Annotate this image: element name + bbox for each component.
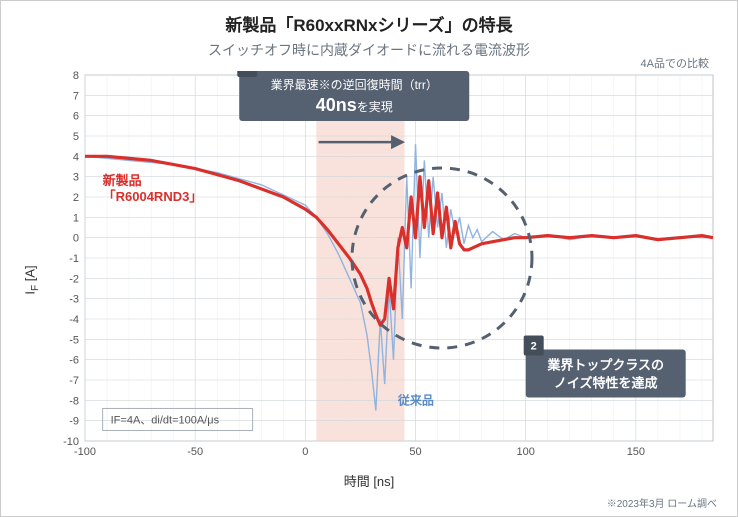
svg-text:-9: -9 — [69, 416, 79, 428]
svg-text:7: 7 — [73, 90, 79, 102]
svg-text:1: 1 — [73, 212, 79, 224]
svg-text:4: 4 — [73, 151, 79, 163]
svg-text:-5: -5 — [69, 334, 79, 346]
svg-text:「R6004RND3」: 「R6004RND3」 — [103, 189, 203, 204]
svg-text:0: 0 — [302, 446, 308, 458]
chart-title: 新製品「R60xxRNxシリーズ」の特長 — [19, 11, 719, 36]
svg-text:2: 2 — [73, 192, 79, 204]
svg-text:1: 1 — [244, 71, 250, 74]
svg-text:ノイズ特性を達成: ノイズ特性を達成 — [554, 376, 658, 391]
svg-text:-7: -7 — [69, 375, 79, 387]
y-axis-label: IF [A] — [22, 265, 41, 294]
svg-text:-4: -4 — [69, 314, 79, 326]
svg-text:-50: -50 — [187, 446, 203, 458]
svg-text:8: 8 — [73, 71, 79, 82]
svg-text:-1: -1 — [69, 253, 79, 265]
footer-note: ※2023年3月 ローム調べ — [607, 495, 717, 510]
x-axis-label: 時間 [ns] — [344, 471, 395, 490]
chart-area: IF [A] 時間 [ns] -100-50050100150-10-9-8-7… — [19, 71, 719, 488]
svg-text:-10: -10 — [63, 436, 79, 448]
svg-text:-3: -3 — [69, 294, 79, 306]
svg-text:5: 5 — [73, 131, 79, 143]
top-right-note: 4A品での比較 — [641, 55, 709, 71]
chart-subtitle: スイッチオフ時に内蔵ダイオードに流れる電流波形 — [19, 40, 719, 60]
svg-text:IF=4A、di/dt=100A/μs: IF=4A、di/dt=100A/μs — [111, 414, 220, 426]
svg-text:2: 2 — [531, 341, 537, 353]
svg-text:6: 6 — [73, 111, 79, 123]
svg-text:-2: -2 — [69, 273, 79, 285]
svg-text:0: 0 — [73, 233, 79, 245]
svg-text:150: 150 — [627, 446, 645, 458]
svg-text:100: 100 — [517, 446, 535, 458]
svg-text:従来品: 従来品 — [397, 392, 434, 407]
plot-svg: -100-50050100150-10-9-8-7-6-5-4-3-2-1012… — [57, 71, 717, 463]
svg-text:業界トップクラスの: 業界トップクラスの — [546, 358, 664, 373]
svg-text:-8: -8 — [69, 395, 79, 407]
svg-text:-6: -6 — [69, 355, 79, 367]
svg-text:業界最速※の逆回復時間（trr）: 業界最速※の逆回復時間（trr） — [271, 77, 438, 92]
svg-text:3: 3 — [73, 172, 79, 184]
svg-text:50: 50 — [409, 446, 421, 458]
svg-text:新製品: 新製品 — [103, 173, 142, 188]
